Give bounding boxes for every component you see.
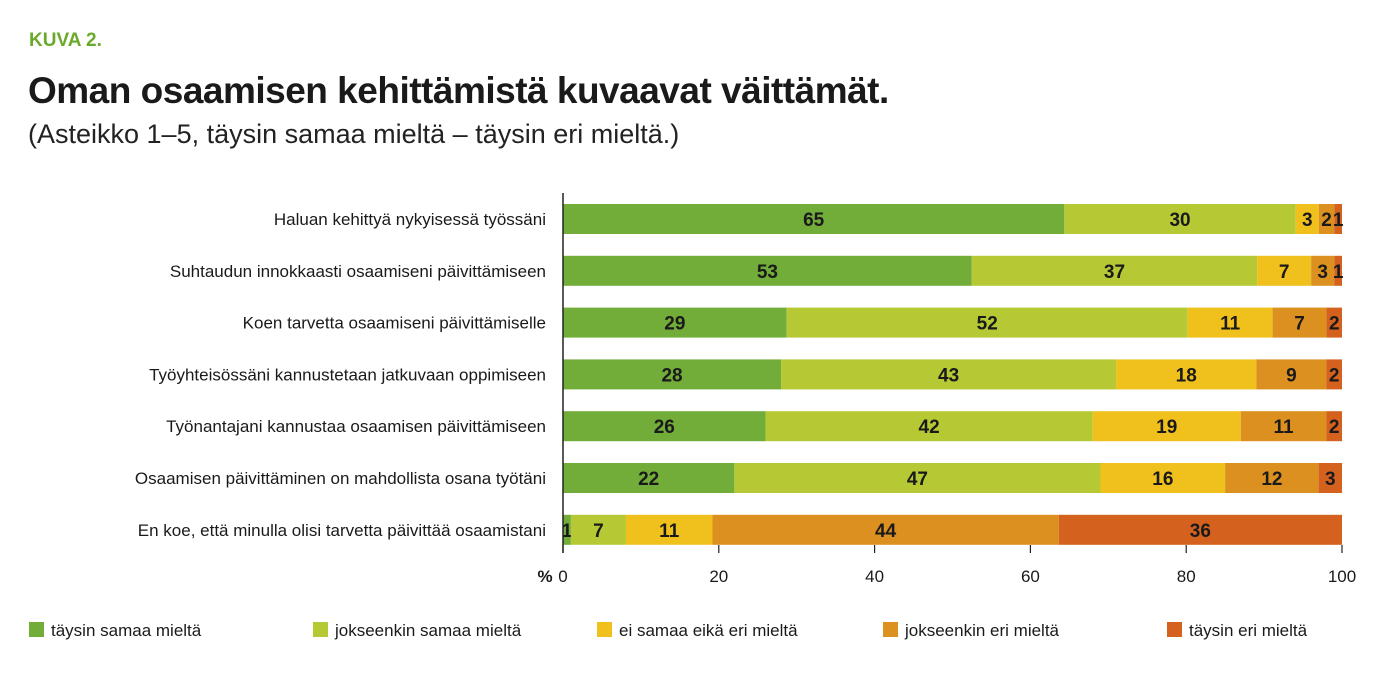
bar-segment <box>563 307 787 338</box>
data-label: 1 <box>1333 210 1344 231</box>
data-label: 2 <box>1329 314 1340 335</box>
bar-segment <box>971 255 1258 286</box>
bar-segment <box>1058 514 1342 545</box>
data-label: 11 <box>1274 417 1295 438</box>
category-label: Työnantajani kannustaa osaamisen päivitt… <box>166 417 546 436</box>
bar-segment <box>1256 359 1327 390</box>
chart-title: Oman osaamisen kehittämistä kuvaavat väi… <box>28 70 889 111</box>
x-tick-label: 40 <box>865 567 884 586</box>
bar-segment <box>1295 204 1319 234</box>
data-label: 30 <box>1169 210 1190 231</box>
bar-segment <box>734 463 1101 493</box>
bar-segment <box>1225 463 1319 493</box>
data-label: 19 <box>1156 417 1177 438</box>
bar-segment <box>1100 463 1226 493</box>
bar-segment <box>625 514 713 545</box>
category-label: Koen tarvetta osaamiseni päivittämiselle <box>243 314 546 333</box>
bar-segment <box>570 514 626 545</box>
bar-segment <box>563 359 782 390</box>
data-label: 28 <box>661 365 682 386</box>
x-tick-label: 100 <box>1328 567 1356 586</box>
legend-swatch <box>597 622 612 637</box>
data-label: 7 <box>1279 262 1290 283</box>
data-label: 7 <box>1294 314 1305 335</box>
data-label: 53 <box>757 262 778 283</box>
bar-segment <box>1187 307 1273 338</box>
data-label: 26 <box>654 417 675 438</box>
data-label: 47 <box>907 469 928 490</box>
data-label: 37 <box>1104 262 1125 283</box>
category-label: Osaamisen päivittäminen on mahdollista o… <box>135 469 546 488</box>
bar-segment <box>1334 255 1342 286</box>
data-label: 65 <box>803 210 825 231</box>
bar-segment <box>563 463 735 493</box>
bar-segment <box>781 359 1117 390</box>
legend-swatch <box>313 622 328 637</box>
data-label: 29 <box>664 314 685 335</box>
x-tick-label: 60 <box>1021 567 1040 586</box>
legend-label: jokseenkin samaa mieltä <box>334 621 522 640</box>
data-label: 9 <box>1286 365 1297 386</box>
bar-segment <box>1311 255 1335 286</box>
data-label: 2 <box>1321 210 1332 231</box>
bar-segment <box>1092 411 1241 442</box>
bar-segment <box>563 204 1065 234</box>
bar-segment <box>712 514 1059 545</box>
legend-swatch <box>29 622 44 637</box>
data-label: 43 <box>938 365 959 386</box>
data-label: 2 <box>1329 365 1340 386</box>
data-label: 7 <box>593 521 604 542</box>
bar-segment <box>1326 307 1342 338</box>
category-label: Haluan kehittyä nykyisessä työssäni <box>274 210 546 229</box>
bar-segment <box>1116 359 1257 390</box>
figure-label: KUVA 2. <box>29 30 102 51</box>
legend-swatch <box>1167 622 1182 637</box>
legend-label: jokseenkin eri mieltä <box>904 621 1060 640</box>
x-axis-label: % <box>537 567 552 586</box>
bar-segment <box>1318 204 1335 234</box>
data-label: 1 <box>562 521 573 542</box>
data-label: 16 <box>1152 469 1173 490</box>
bar-segment <box>1318 463 1342 493</box>
data-label: 1 <box>1333 262 1344 283</box>
chart-subtitle: (Asteikko 1–5, täysin samaa mieltä – täy… <box>28 119 680 149</box>
data-label: 3 <box>1317 262 1328 283</box>
data-label: 22 <box>638 469 659 490</box>
data-label: 11 <box>1220 314 1241 335</box>
data-label: 12 <box>1261 469 1282 490</box>
bar-segment <box>1272 307 1327 338</box>
category-label: En koe, että minulla olisi tarvetta päiv… <box>138 521 546 540</box>
bar-segment <box>563 411 766 442</box>
x-tick-label: 20 <box>709 567 728 586</box>
bar-segment <box>765 411 1093 442</box>
data-label: 11 <box>659 521 680 542</box>
x-tick-label: 0 <box>558 567 567 586</box>
category-label: Suhtaudun innokkaasti osaamiseni päivitt… <box>170 262 546 281</box>
bar-segment <box>1064 204 1296 234</box>
data-label: 3 <box>1325 469 1336 490</box>
bar-segment <box>1240 411 1327 442</box>
category-label: Työyhteisössäni kannustetaan jatkuvaan o… <box>149 365 546 384</box>
bar-segment <box>1334 204 1342 234</box>
bar-segment <box>786 307 1188 338</box>
data-label: 3 <box>1302 210 1313 231</box>
data-label: 2 <box>1329 417 1340 438</box>
bar-segment <box>563 514 571 545</box>
bar-segment <box>563 255 972 286</box>
data-label: 36 <box>1190 521 1211 542</box>
data-label: 42 <box>919 417 940 438</box>
legend-swatch <box>883 622 898 637</box>
data-label: 52 <box>977 314 998 335</box>
data-label: 44 <box>875 521 897 542</box>
bar-segment <box>1326 411 1342 442</box>
legend-label: ei samaa eikä eri mieltä <box>619 621 798 640</box>
bar-segment <box>1257 255 1312 286</box>
bar-segment <box>1326 359 1342 390</box>
data-label: 18 <box>1176 365 1197 386</box>
legend-label: täysin eri mieltä <box>1189 621 1308 640</box>
x-tick-label: 80 <box>1177 567 1196 586</box>
legend-label: täysin samaa mieltä <box>51 621 202 640</box>
